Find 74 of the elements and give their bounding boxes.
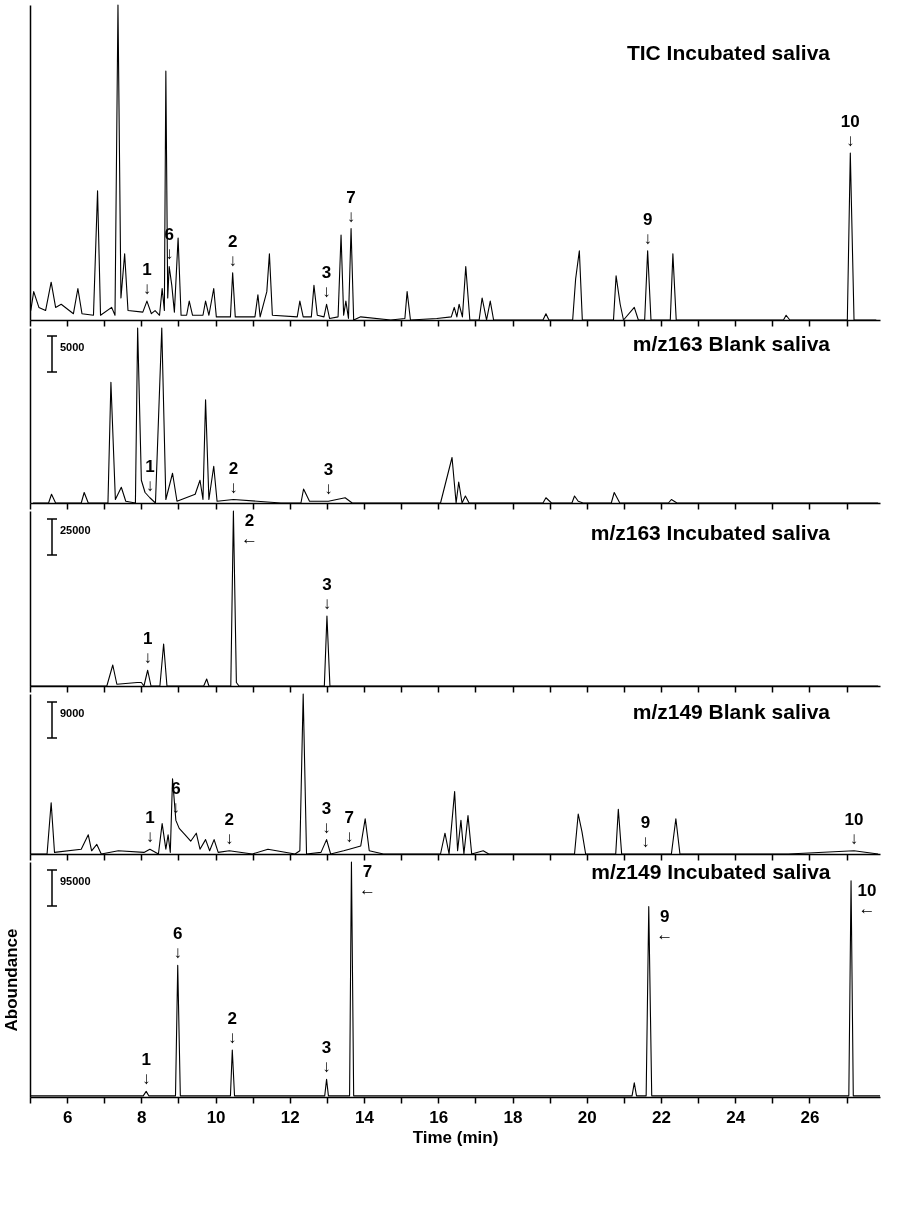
x-tick-label: 26 — [800, 1107, 820, 1127]
annotation: ↓ — [344, 827, 354, 847]
x-tick-label: 10 — [206, 1107, 226, 1127]
annotation: ↓ — [322, 282, 331, 302]
chart-title: m/z149 Incubated saliva — [591, 860, 831, 884]
x-tick-label: 20 — [577, 1107, 597, 1127]
annotation: ← — [240, 529, 258, 548]
y-axis-title: Aboundance — [1, 928, 21, 1032]
annotation: ↓ — [143, 648, 152, 668]
chart-title: m/z163 Blank saliva — [632, 332, 831, 356]
annotation: 95000 — [60, 875, 91, 887]
annotation: ↓ — [173, 943, 182, 963]
annotation: 25000 — [60, 524, 91, 536]
x-tick-label: 22 — [652, 1107, 671, 1127]
annotation: 7 — [346, 187, 356, 207]
x-tick-label: 18 — [503, 1107, 523, 1127]
x-tick-label: 16 — [429, 1107, 449, 1127]
annotation: 9 — [640, 813, 651, 832]
annotation: 6 — [172, 924, 183, 944]
x-tick-label: 24 — [726, 1107, 746, 1127]
chart-title: m/z149 Blank saliva — [632, 700, 831, 724]
annotation: ↓ — [141, 1069, 151, 1089]
annotation: 1 — [145, 456, 155, 476]
annotation: ← — [858, 898, 876, 918]
annotation: ↓ — [229, 477, 238, 497]
annotation: 10 — [840, 112, 860, 132]
annotation: ↓ — [225, 828, 234, 848]
annotation: 3 — [321, 798, 332, 818]
annotation: 2 — [227, 1009, 238, 1028]
annotation: ↓ — [849, 828, 859, 848]
annotation: ↓ — [164, 244, 174, 264]
annotation: 1 — [141, 1050, 151, 1070]
annotation: 3 — [323, 460, 334, 480]
x-tick-label: 12 — [280, 1107, 300, 1127]
annotation: ← — [358, 880, 376, 899]
annotation: ↓ — [228, 1028, 237, 1047]
annotation: ↓ — [171, 798, 181, 818]
annotation: ↓ — [228, 250, 237, 270]
annotation: 10 — [857, 880, 877, 900]
annotation: 1 — [142, 260, 152, 280]
annotation: 3 — [321, 1038, 332, 1058]
annotation: ↓ — [346, 206, 356, 226]
annotation: 2 — [227, 231, 238, 251]
annotation: 7 — [344, 808, 354, 828]
annotation: ↓ — [643, 228, 652, 248]
annotation: 5000 — [60, 341, 85, 353]
x-tick-label: 8 — [137, 1107, 147, 1127]
annotation: 3 — [322, 575, 332, 594]
annotation: ↓ — [324, 479, 333, 499]
annotation: 2 — [224, 809, 235, 829]
x-tick-label: 14 — [355, 1107, 375, 1127]
annotation: 7 — [362, 862, 373, 881]
x-axis-title: Time (min) — [412, 1127, 499, 1147]
annotation: ↓ — [322, 594, 332, 613]
annotation: 9 — [660, 906, 670, 926]
annotation: ↓ — [142, 279, 152, 299]
annotation: 2 — [244, 511, 255, 530]
annotation: ↓ — [145, 827, 155, 847]
annotation: 9 — [642, 209, 653, 229]
annotation: ← — [656, 924, 674, 944]
annotation: 3 — [321, 263, 332, 283]
annotation: ↓ — [322, 1057, 331, 1077]
text: m/z163 Incubated saliva — [590, 521, 831, 545]
annotation: 10 — [844, 809, 864, 829]
annotation: ↓ — [322, 817, 331, 837]
annotation: ↓ — [846, 131, 855, 151]
annotation: 2 — [228, 458, 239, 478]
annotation: ↓ — [145, 475, 155, 495]
annotation: 9000 — [60, 707, 85, 719]
annotation: ↓ — [641, 832, 650, 851]
annotation: 1 — [142, 629, 153, 649]
x-tick-label: 6 — [62, 1107, 73, 1127]
annotation: 1 — [145, 808, 155, 828]
text: TIC Incubated saliva — [626, 41, 831, 65]
